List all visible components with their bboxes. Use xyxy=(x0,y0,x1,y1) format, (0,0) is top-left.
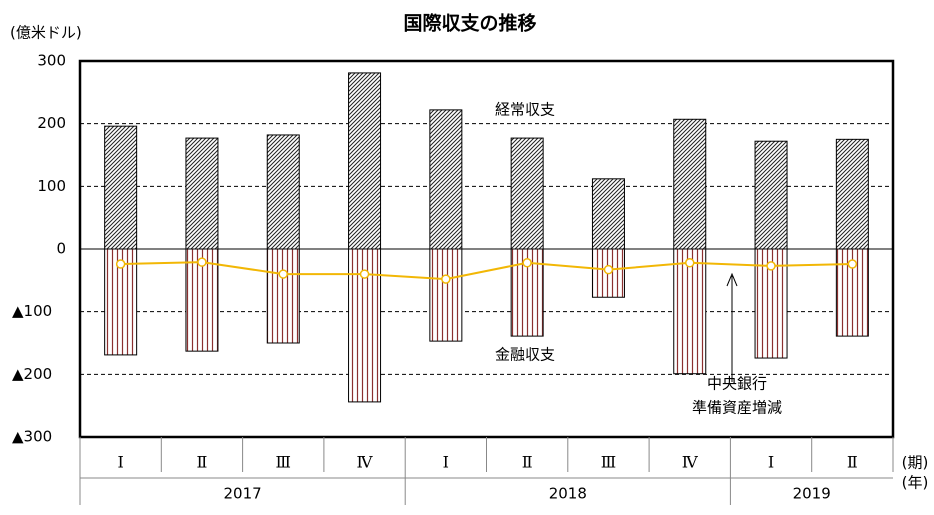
x-tick-label: Ⅱ xyxy=(847,453,858,472)
bar xyxy=(673,118,707,250)
bar xyxy=(754,140,788,250)
category-axis-label: (期) xyxy=(902,454,929,472)
y-tick-label: ▲300 xyxy=(12,428,52,446)
y-tick-label: 0 xyxy=(56,240,66,258)
line-marker xyxy=(522,258,532,268)
year-axis-label: (年) xyxy=(902,474,929,492)
x-tick-label: Ⅳ xyxy=(682,453,699,472)
y-tick-label: 200 xyxy=(37,114,66,132)
bar xyxy=(429,248,463,342)
line-marker xyxy=(278,269,288,279)
line-marker xyxy=(766,261,776,271)
bar xyxy=(673,248,707,375)
line-marker xyxy=(359,269,370,279)
line-marker xyxy=(685,258,695,268)
series-label: 準備資産増減 xyxy=(692,399,782,417)
series-label: 中央銀行 xyxy=(707,375,767,393)
bar xyxy=(835,138,869,250)
line-marker xyxy=(441,274,451,284)
year-label: 2019 xyxy=(793,485,831,503)
bar xyxy=(591,178,625,250)
y-tick-label: ▲100 xyxy=(12,302,52,320)
x-tick-label: Ⅲ xyxy=(276,453,291,472)
bar xyxy=(104,125,138,250)
y-tick-label: 100 xyxy=(37,177,66,195)
x-tick-label: Ⅰ xyxy=(117,453,123,472)
x-tick-label: Ⅰ xyxy=(443,453,449,472)
line-marker xyxy=(197,257,207,267)
y-tick-label: 300 xyxy=(37,52,66,70)
y-tick-label: ▲200 xyxy=(12,365,52,383)
line-marker xyxy=(847,259,858,269)
bar xyxy=(266,248,300,344)
x-tick-label: Ⅲ xyxy=(601,453,616,472)
bar xyxy=(510,137,544,250)
bar xyxy=(185,137,219,250)
annotation-arrow-head xyxy=(726,272,738,287)
chart-title: 国際収支の推移 xyxy=(403,12,536,35)
x-tick-label: Ⅳ xyxy=(357,453,374,472)
bar xyxy=(348,72,382,250)
bar xyxy=(266,134,300,250)
line-marker xyxy=(603,264,614,275)
y-axis-label: (億米ドル) xyxy=(10,24,82,42)
line-marker xyxy=(115,259,126,269)
series-label: 経常収支 xyxy=(495,101,555,119)
year-label: 2017 xyxy=(224,485,262,503)
line xyxy=(120,261,853,281)
x-tick-label: Ⅱ xyxy=(522,453,533,472)
bar xyxy=(429,109,463,250)
x-tick-label: Ⅰ xyxy=(768,453,774,472)
year-label: 2018 xyxy=(549,485,587,503)
x-tick-label: Ⅱ xyxy=(197,453,208,472)
series-label: 金融収支 xyxy=(495,346,555,364)
